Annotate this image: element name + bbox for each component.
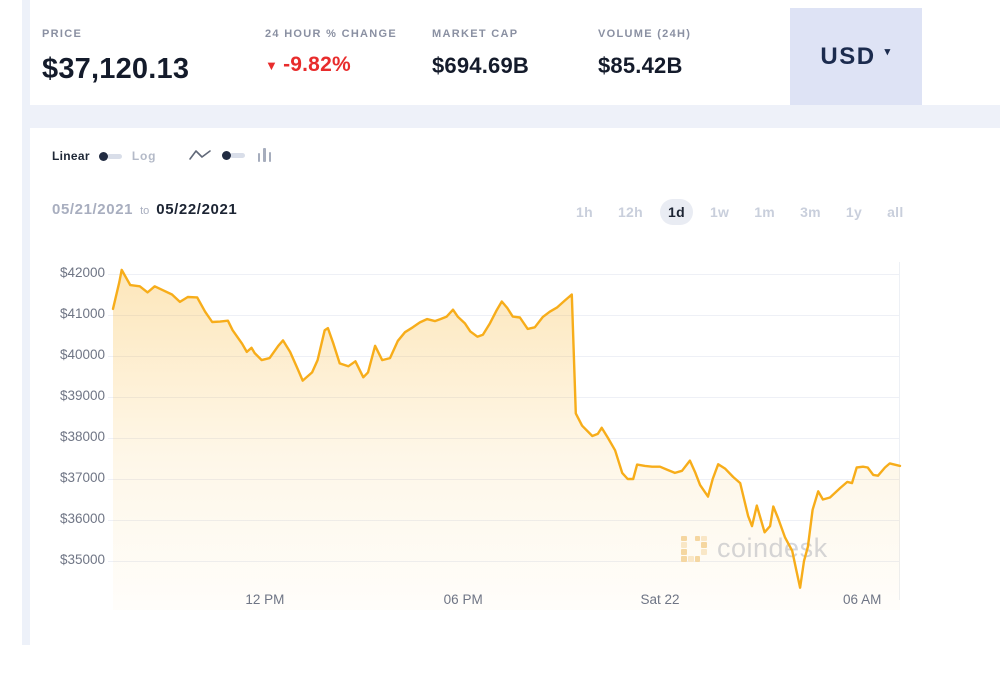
range-button-12h[interactable]: 12h xyxy=(610,199,651,225)
x-axis-tick: Sat 22 xyxy=(640,592,680,607)
date-range-separator: to xyxy=(140,205,150,217)
y-axis-tick: $37000 xyxy=(59,470,105,485)
volume-label: VOLUME (24H) xyxy=(598,28,692,40)
price-stat: PRICE $37,120.13 xyxy=(42,28,189,86)
section-separator xyxy=(30,105,1000,128)
price-label: PRICE xyxy=(42,28,83,40)
range-button-1m[interactable]: 1m xyxy=(746,199,783,225)
date-range-start[interactable]: 05/21/2021 xyxy=(52,201,134,218)
market-cap-value: $694.69B xyxy=(432,53,530,78)
chart-type-toggle-switch[interactable] xyxy=(222,150,246,160)
page-gutter-strip xyxy=(22,0,30,645)
linear-label[interactable]: Linear xyxy=(52,149,90,163)
currency-label: USD xyxy=(820,42,876,70)
time-range-selector: 1h 12h 1d 1w 1m 3m 1y all xyxy=(568,199,912,225)
chevron-down-icon: ▾ xyxy=(884,46,892,58)
range-button-all[interactable]: all xyxy=(879,199,911,225)
range-button-1d[interactable]: 1d xyxy=(659,199,693,225)
price-line xyxy=(111,268,902,589)
range-button-1h[interactable]: 1h xyxy=(568,199,601,225)
y-axis-tick: $36000 xyxy=(59,511,105,526)
date-range: 05/21/2021 to 05/22/2021 xyxy=(52,201,237,218)
price-line-chart[interactable] xyxy=(110,258,903,610)
date-range-end[interactable]: 05/22/2021 xyxy=(156,201,238,218)
volume-value: $85.42B xyxy=(598,53,683,78)
scale-toggle-group: Linear Log xyxy=(52,149,156,163)
y-axis-tick: $35000 xyxy=(59,552,105,567)
y-axis-tick: $40000 xyxy=(59,347,105,362)
change-value: ▼ -9.82% xyxy=(265,53,397,77)
market-cap-label: MARKET CAP xyxy=(432,28,519,40)
range-button-3m[interactable]: 3m xyxy=(792,199,829,225)
plot-right-border xyxy=(899,262,900,600)
line-chart-icon[interactable] xyxy=(188,147,212,163)
currency-dropdown[interactable]: USD ▾ xyxy=(790,8,922,105)
price-area-fill xyxy=(113,269,900,610)
range-button-1w[interactable]: 1w xyxy=(702,199,737,225)
market-cap-stat: MARKET CAP $694.69B xyxy=(432,28,529,79)
change-label: 24 HOUR % CHANGE xyxy=(265,28,398,40)
x-axis-tick: 06 AM xyxy=(843,592,882,607)
y-axis-tick: $38000 xyxy=(59,429,105,444)
change-percent: -9.82% xyxy=(283,53,351,76)
y-axis-tick: $41000 xyxy=(59,306,105,321)
gridline xyxy=(108,274,900,275)
range-button-1y[interactable]: 1y xyxy=(838,199,870,225)
x-axis-tick: 06 PM xyxy=(443,592,483,607)
price-value: $37,120.13 xyxy=(42,53,190,85)
volume-stat: VOLUME (24H) $85.42B xyxy=(598,28,691,79)
log-label[interactable]: Log xyxy=(131,149,157,163)
bar-chart-icon[interactable] xyxy=(256,148,273,162)
scale-toggle-switch[interactable] xyxy=(98,151,123,161)
down-arrow-icon: ▼ xyxy=(265,57,279,73)
x-axis-tick: 12 PM xyxy=(245,592,285,607)
chart-type-toggle-group xyxy=(188,146,273,164)
y-axis-tick: $42000 xyxy=(59,265,105,280)
change-stat: 24 HOUR % CHANGE ▼ -9.82% xyxy=(265,28,397,77)
y-axis-tick: $39000 xyxy=(59,388,105,403)
